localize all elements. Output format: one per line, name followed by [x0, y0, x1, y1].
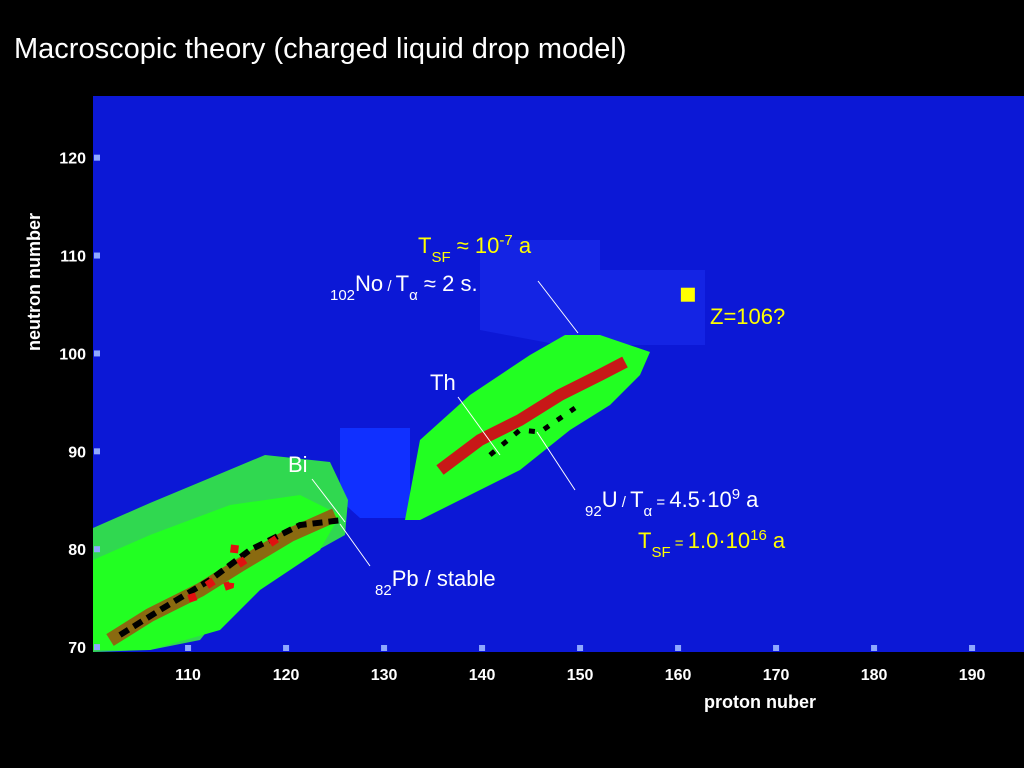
y-tick-label: 80 [68, 542, 86, 559]
pointer-line [537, 280, 579, 334]
y-tick [94, 546, 100, 553]
annotation-part: 9 [732, 486, 740, 503]
pointer-lines [311, 280, 579, 567]
x-axis-label: proton nuber [704, 692, 816, 712]
annotation-part: α [644, 503, 653, 520]
annotation-part: α [409, 287, 418, 304]
annotation-part: -7 [499, 232, 512, 249]
annotation-part: U [602, 487, 618, 512]
x-tick [577, 645, 584, 651]
annotation-part: Pb / stable [392, 566, 496, 591]
x-tick-label: 120 [273, 667, 300, 684]
annotation: TSF = 1.0·1016 a [638, 527, 786, 561]
x-tick-label: 160 [665, 667, 692, 684]
annotation: Bi [288, 452, 308, 477]
y-tick-label: 100 [59, 346, 86, 363]
data-point [680, 287, 695, 302]
y-tick [94, 448, 100, 455]
annotation-part: / [618, 494, 631, 511]
x-tick-label: 180 [861, 667, 888, 684]
annotation-part: = [671, 535, 688, 552]
annotation-part: ≈ 10 [451, 233, 500, 258]
annotation: TSF ≈ 10-7 a [418, 232, 532, 266]
annotation: Z=106? [710, 304, 785, 329]
annotation-part: 92 [585, 503, 602, 520]
x-tick-label: 110 [175, 667, 201, 684]
x-tick-label: 140 [469, 667, 496, 684]
annotation-part: 1.0·10 [688, 528, 750, 553]
x-tick [675, 645, 682, 651]
annotation: 82Pb / stable [375, 566, 496, 599]
alpha-valley [436, 356, 628, 475]
annotation-part: SF [651, 544, 670, 561]
slide-title: Macroscopic theory (charged liquid drop … [14, 33, 627, 65]
y-tick [94, 350, 100, 357]
annotation: 92U / Tα = 4.5·109 a [585, 486, 759, 520]
y-axis-label: neutron number [24, 213, 44, 351]
annotation: Th [430, 370, 456, 395]
x-tick-label: 190 [959, 667, 986, 684]
annotation-part: 16 [750, 527, 767, 544]
annotation-part: SF [431, 249, 450, 266]
x-tick [185, 645, 192, 651]
annotation-part: Z=106? [710, 304, 785, 329]
x-tick [773, 645, 780, 651]
annotation-part: T [418, 233, 431, 258]
annotation-part: ≈ 2 s. [418, 271, 478, 296]
y-tick [94, 252, 100, 259]
y-tick-label: 110 [60, 249, 86, 266]
y-tick [94, 154, 100, 161]
pointer-line [457, 396, 501, 456]
x-tick [381, 645, 388, 651]
x-tick [871, 645, 878, 651]
pointer-line [311, 478, 346, 523]
light-region [480, 240, 705, 345]
x-tick [969, 645, 976, 651]
x-tick-label: 130 [371, 667, 398, 684]
annotation-part: T [638, 528, 651, 553]
stable-valley [118, 517, 344, 638]
x-tick-label: 170 [763, 667, 790, 684]
pointer-line [339, 523, 371, 567]
annotation-part: = [652, 494, 669, 511]
pointer-line [536, 431, 576, 491]
alpha-valley [488, 405, 577, 457]
annotation-part: T [396, 271, 409, 296]
annotation-part: 4.5·10 [669, 487, 731, 512]
x-tick [479, 645, 486, 651]
annotation-part: 82 [375, 582, 392, 599]
annotation: 102No / Tα ≈ 2 s. [330, 271, 478, 304]
y-tick-label: 120 [59, 151, 86, 168]
annotation-part: Th [430, 370, 456, 395]
annotation-part: Bi [288, 452, 308, 477]
plot-area [93, 96, 1024, 652]
y-tick-label: 90 [68, 444, 86, 461]
x-tick-label: 150 [567, 667, 594, 684]
light-region [340, 428, 410, 518]
annotation-part: a [740, 487, 759, 512]
annotation-part: / [383, 278, 396, 295]
annotation-part: No [355, 271, 383, 296]
y-tick [94, 644, 100, 651]
annotation-part: 102 [330, 287, 355, 304]
annotation-part: a [767, 528, 786, 553]
x-tick [283, 645, 290, 651]
stable-valley [106, 508, 338, 646]
annotation-part: a [513, 233, 532, 258]
y-tick-label: 70 [68, 640, 86, 657]
annotation-part: T [630, 487, 643, 512]
